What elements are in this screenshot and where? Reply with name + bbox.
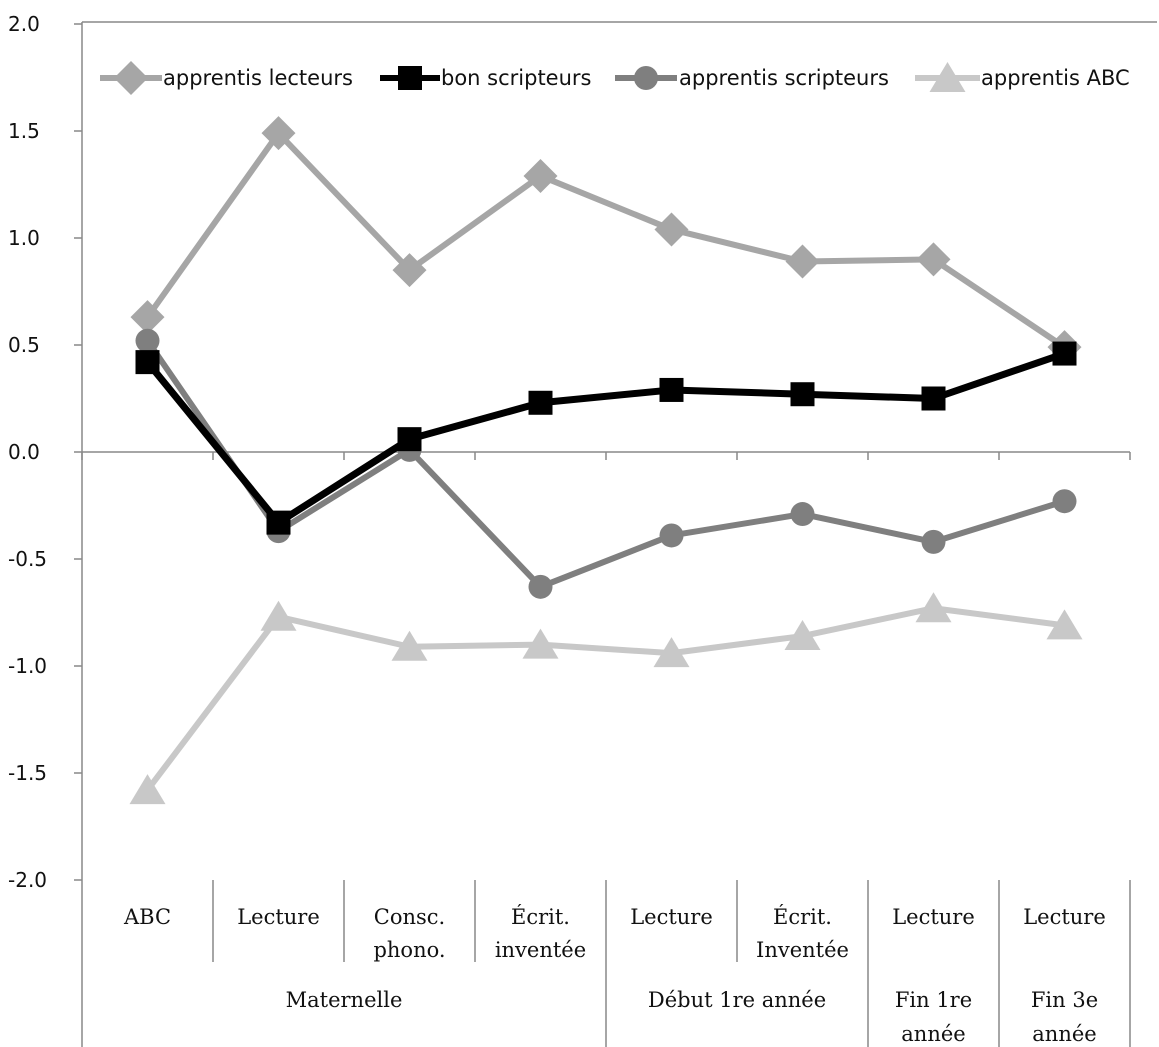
data-point xyxy=(1052,489,1077,514)
data-point xyxy=(266,510,291,535)
legend-label: apprentis scripteurs xyxy=(679,66,889,90)
data-point xyxy=(654,212,689,247)
data-point xyxy=(135,328,160,353)
group-label: Fin 3e xyxy=(1031,988,1098,1012)
legend: apprentis lecteurs bon scripteurs apprenti… xyxy=(100,61,1130,95)
data-point xyxy=(528,574,553,599)
category-label: phono. xyxy=(373,938,445,962)
data-point xyxy=(260,600,297,631)
legend-marker xyxy=(634,66,658,90)
data-point xyxy=(659,377,684,402)
series-3 xyxy=(129,592,1083,805)
data-point xyxy=(135,350,160,375)
data-point xyxy=(391,630,428,661)
data-point xyxy=(397,427,422,452)
series-layer xyxy=(129,116,1083,805)
category-label: Écrit. xyxy=(511,905,570,929)
category-labels: ABC Lecture Consc. phono. Écrit. inventée Lect… xyxy=(123,905,1106,962)
data-point xyxy=(653,637,690,668)
axes xyxy=(74,21,1157,1047)
y-tick-label: 1.0 xyxy=(8,226,40,250)
legend-label: apprentis lecteurs xyxy=(163,66,353,90)
category-label: Lecture xyxy=(630,905,713,929)
legend-marker xyxy=(929,62,966,92)
series-line xyxy=(145,130,1067,350)
category-label: Écrit. xyxy=(773,905,832,929)
group-labels: Maternelle Début 1re année Fin 1re année Fin… xyxy=(286,988,1099,1046)
legend-marker xyxy=(398,66,422,90)
category-label: ABC xyxy=(123,905,171,929)
group-label: Début 1re année xyxy=(648,988,826,1012)
group-label: année xyxy=(901,1022,965,1046)
series-2 xyxy=(135,328,1077,599)
legend-item: apprentis ABC xyxy=(915,62,1130,92)
data-point xyxy=(129,774,166,805)
data-point xyxy=(659,523,684,548)
y-tick-label: -0.5 xyxy=(8,547,47,571)
data-point xyxy=(921,386,946,411)
y-tick-label: -1.0 xyxy=(8,654,47,678)
y-tick-label: -1.5 xyxy=(8,761,47,785)
y-tick-label: -2.0 xyxy=(8,868,47,892)
group-label: année xyxy=(1032,1022,1096,1046)
data-point xyxy=(392,253,427,288)
category-label: Inventée xyxy=(756,938,849,962)
data-point xyxy=(790,502,815,527)
data-point xyxy=(915,592,952,623)
legend-item: bon scripteurs xyxy=(380,66,592,90)
series-line xyxy=(145,339,1066,590)
category-label: Lecture xyxy=(892,905,975,929)
category-label: Lecture xyxy=(1023,905,1106,929)
y-tick-label: 1.5 xyxy=(8,119,40,143)
legend-item: apprentis scripteurs xyxy=(615,66,889,90)
data-point xyxy=(1052,341,1077,366)
data-point xyxy=(130,300,165,335)
series-line xyxy=(145,605,1065,792)
legend-label: bon scripteurs xyxy=(441,66,592,90)
group-label: Fin 1re xyxy=(895,988,972,1012)
data-point xyxy=(921,529,946,554)
data-point xyxy=(790,382,815,407)
y-tick-label: 0.0 xyxy=(8,440,40,464)
series-1 xyxy=(135,341,1077,535)
data-point xyxy=(523,158,558,193)
y-tick-labels: 2.0 1.5 1.0 0.5 0.0 -0.5 -1.0 -1.5 -2.0 xyxy=(8,12,47,892)
data-point xyxy=(522,628,559,659)
series-line xyxy=(144,350,1066,527)
legend-label: apprentis ABC xyxy=(981,66,1130,90)
legend-marker xyxy=(114,61,148,95)
data-point xyxy=(785,244,820,279)
category-label: Consc. xyxy=(374,905,445,929)
y-tick-label: 0.5 xyxy=(8,333,40,357)
data-point xyxy=(261,116,296,151)
data-point xyxy=(1046,609,1083,640)
data-point xyxy=(916,242,951,277)
y-tick-label: 2.0 xyxy=(8,12,40,36)
category-label: inventée xyxy=(495,938,586,962)
data-point xyxy=(784,620,821,651)
category-label: Lecture xyxy=(237,905,320,929)
series-0 xyxy=(130,116,1082,365)
legend-item: apprentis lecteurs xyxy=(100,61,353,95)
group-label: Maternelle xyxy=(286,988,403,1012)
data-point xyxy=(528,390,553,415)
